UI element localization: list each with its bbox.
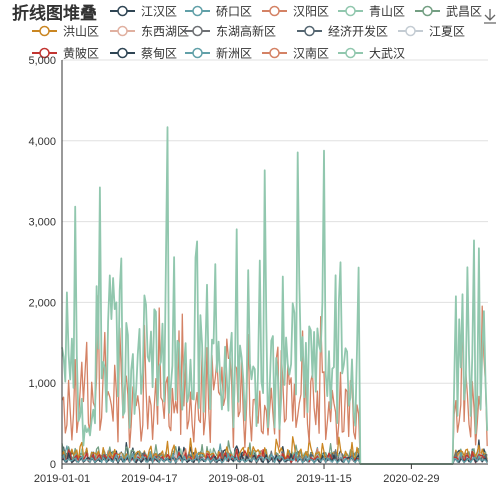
legend-item: 武昌区 — [415, 5, 482, 19]
legend-label: 汉南区 — [293, 46, 329, 61]
y-tick-label: 2,000 — [28, 297, 56, 309]
series-lines — [61, 126, 489, 465]
legend-marker — [39, 25, 50, 37]
y-tick-label: 4,000 — [28, 136, 56, 148]
legend-label: 蔡甸区 — [141, 47, 177, 61]
y-tick-label: 0 — [50, 459, 56, 471]
legend-item: 青山区 — [338, 5, 405, 19]
x-tick-label: 2019-11-15 — [296, 473, 351, 485]
legend-label: 东湖高新区 — [216, 24, 276, 39]
legend-item: 洪山区 — [32, 25, 99, 39]
y-tick-label: 1,000 — [28, 378, 56, 390]
legend-label: 武昌区 — [446, 5, 482, 19]
legend-label: 洪山区 — [63, 25, 99, 39]
legend-item: 汉阳区 — [262, 5, 329, 19]
x-tick-label: 2019-08-01 — [209, 473, 265, 485]
legend-label: 汉阳区 — [293, 5, 329, 19]
legend-marker — [269, 5, 280, 17]
series-line-14 — [61, 126, 489, 465]
y-tick-label: 5,000 — [28, 55, 56, 67]
legend-item: 江汉区 — [110, 5, 177, 19]
legend-marker — [117, 47, 128, 59]
x-tick-label: 2019-04-17 — [121, 473, 177, 485]
download-icon[interactable] — [484, 9, 496, 24]
legend-item: 蔡甸区 — [110, 47, 177, 61]
legend-marker — [117, 5, 128, 17]
legend-marker — [192, 25, 203, 37]
legend-item: 硚口区 — [185, 5, 252, 19]
legend-label: 江夏区 — [429, 25, 465, 39]
legend-marker — [345, 47, 356, 59]
y-tick-label: 3,000 — [28, 217, 56, 229]
legend-item: 东西湖区 — [110, 24, 189, 39]
legend-marker — [345, 5, 356, 17]
legend-marker — [117, 25, 128, 37]
legend-marker — [422, 5, 433, 17]
legend-label: 黄陂区 — [63, 46, 99, 61]
legend-item: 新洲区 — [185, 46, 252, 61]
legend-marker — [304, 25, 315, 37]
legend-label: 东西湖区 — [141, 24, 189, 39]
legend-label: 大武汉 — [369, 47, 405, 61]
legend-label: 新洲区 — [216, 46, 252, 61]
legend-item: 汉南区 — [262, 46, 329, 61]
legend-marker — [269, 47, 280, 59]
axes: 0 1,000 2,000 3,000 4,000 5,000 2019-01-01 2019… — [28, 55, 488, 485]
legend-item: 经济开发区 — [297, 24, 388, 39]
x-tick-label: 2020-02-29 — [383, 473, 439, 485]
legend-label: 经济开发区 — [328, 24, 388, 39]
legend-marker — [192, 47, 203, 59]
chart-title: 折线图堆叠 — [12, 3, 97, 23]
legend-item: 江夏区 — [398, 25, 465, 39]
legend-marker — [405, 25, 416, 37]
legend-label: 硚口区 — [216, 5, 252, 19]
x-tick-label: 2019-01-01 — [34, 473, 90, 485]
legend-marker — [39, 47, 50, 59]
legend-item: 东湖高新区 — [185, 24, 276, 39]
legend-label: 青山区 — [369, 5, 405, 19]
legend-item: 大武汉 — [338, 47, 405, 61]
legend-item: 黄陂区 — [32, 46, 99, 61]
legend-label: 江汉区 — [141, 5, 177, 19]
legend-marker — [192, 5, 203, 17]
